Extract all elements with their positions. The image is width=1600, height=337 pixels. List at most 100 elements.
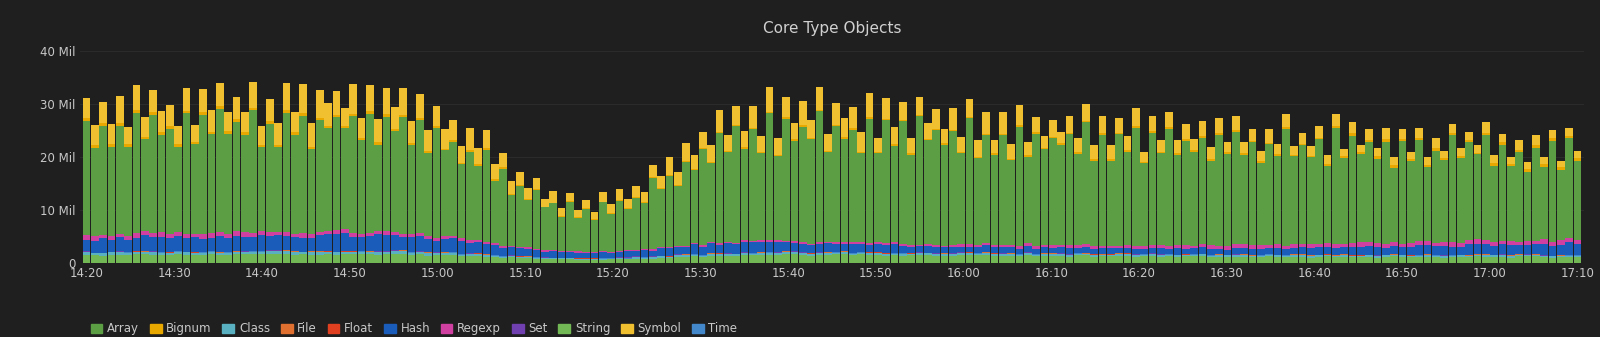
Bar [358,137,365,140]
Bar [866,243,874,245]
Bar [483,148,490,150]
Bar [349,114,357,116]
Bar [598,251,606,252]
Bar [99,253,107,255]
Bar [232,254,240,263]
Bar [1123,136,1131,150]
Bar [1050,120,1056,137]
Bar [1349,256,1357,257]
Bar [541,259,549,263]
Bar [624,251,632,257]
Bar [840,139,848,242]
Bar [366,236,374,251]
Bar [1406,257,1414,263]
Bar [1299,145,1306,244]
Bar [1141,162,1149,163]
Bar [733,254,741,256]
Bar [1440,242,1448,246]
Bar [400,234,406,237]
Bar [1333,128,1339,244]
Bar [1299,144,1306,145]
Bar [691,243,699,244]
Bar [1416,140,1422,241]
Bar [1157,256,1165,263]
Bar [590,219,598,220]
Bar [574,252,582,258]
Bar [299,85,307,114]
Bar [1082,255,1090,263]
Bar [466,152,474,240]
Bar [949,256,957,263]
Bar [1198,244,1206,247]
Bar [1198,254,1206,256]
Bar [941,247,949,253]
Bar [408,145,416,234]
Bar [707,256,715,263]
Bar [1406,243,1414,247]
Bar [1557,256,1565,257]
Bar [774,138,782,155]
Bar [307,147,315,150]
Bar [608,259,614,263]
Bar [491,180,499,181]
Bar [166,239,174,252]
Bar [1050,256,1056,263]
Bar [1149,256,1157,263]
Bar [458,238,466,241]
Bar [1466,141,1474,143]
Bar [707,243,715,253]
Bar [957,247,965,252]
Bar [874,152,882,153]
Bar [1032,117,1040,132]
Bar [1216,135,1222,246]
Bar [283,254,290,263]
Bar [691,255,699,256]
Bar [674,257,682,263]
Bar [1216,133,1222,135]
Bar [658,176,666,188]
Bar [125,252,133,255]
Bar [1190,246,1198,248]
Bar [174,254,182,263]
Bar [1323,166,1331,243]
Bar [757,136,765,152]
Bar [390,253,398,263]
Bar [1274,255,1282,257]
Bar [1248,256,1256,257]
Bar [965,244,973,246]
Bar [416,120,424,234]
Bar [390,129,398,131]
Bar [216,83,224,106]
Bar [374,145,382,231]
Bar [715,243,723,245]
Bar [899,244,907,246]
Bar [107,252,115,255]
Bar [1458,247,1464,254]
Bar [291,254,299,263]
Bar [707,242,715,243]
Bar [483,244,490,254]
Bar [515,186,523,247]
Bar [317,120,323,232]
Bar [1008,254,1014,256]
Bar [749,255,757,263]
Bar [640,249,648,250]
Bar [598,259,606,263]
Bar [1365,257,1373,263]
Bar [882,119,890,120]
Bar [1248,245,1256,249]
Bar [1549,256,1557,257]
Bar [1024,157,1032,243]
Bar [149,113,157,115]
Bar [1224,154,1232,246]
Bar [358,118,365,137]
Bar [1198,247,1206,253]
Bar [1573,257,1581,263]
Bar [1016,246,1024,249]
Bar [949,130,957,131]
Bar [507,181,515,194]
Bar [266,236,274,250]
Bar [125,236,133,240]
Bar [790,254,798,263]
Bar [1174,140,1181,153]
